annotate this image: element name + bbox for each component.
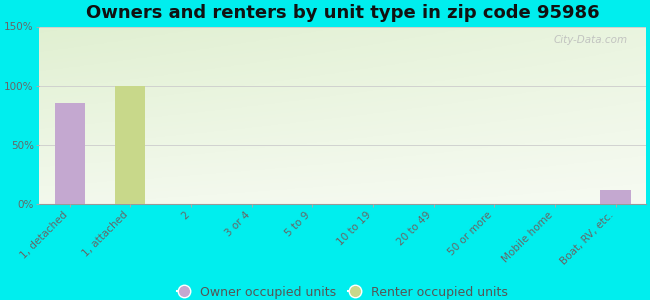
Bar <box>115 86 146 204</box>
Bar <box>55 103 85 204</box>
Bar <box>601 190 630 204</box>
Text: City-Data.com: City-Data.com <box>554 35 628 45</box>
Title: Owners and renters by unit type in zip code 95986: Owners and renters by unit type in zip c… <box>86 4 599 22</box>
Legend: Owner occupied units, Renter occupied units: Owner occupied units, Renter occupied un… <box>172 281 513 300</box>
